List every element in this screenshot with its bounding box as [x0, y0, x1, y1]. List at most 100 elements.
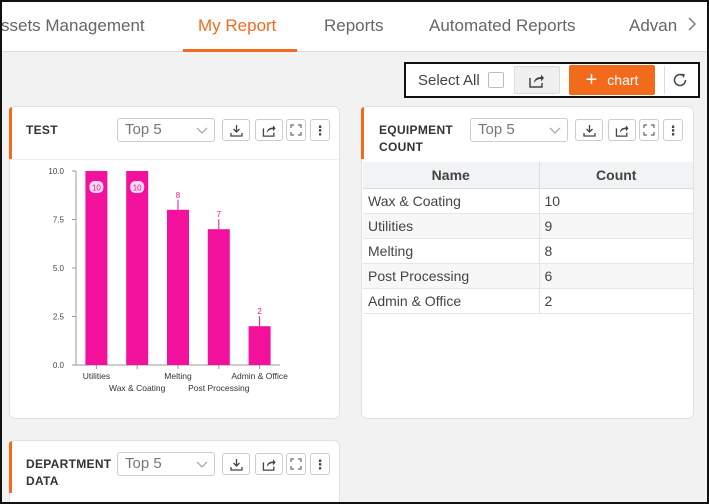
data-label-badge — [89, 181, 104, 193]
top-n-select-value: Top 5 — [478, 121, 515, 138]
expand-button[interactable] — [639, 119, 659, 141]
card-title-line-2: COUNT — [379, 140, 424, 154]
table-cell-name: Wax & Coating — [363, 188, 540, 214]
x-tick-label: Admin & Office — [231, 371, 288, 381]
expand-icon — [290, 124, 302, 136]
expand-icon — [643, 124, 655, 136]
tab-automated-reports[interactable]: Automated Reports — [429, 16, 576, 35]
data-label: 10 — [133, 184, 142, 193]
table-cell-count: 2 — [539, 288, 693, 314]
card-header-divider — [10, 159, 339, 160]
more-options-button[interactable]: ⋮ — [310, 119, 330, 141]
data-label: 8 — [176, 191, 181, 200]
y-tick-label: 7.5 — [53, 216, 65, 225]
table-cell-name: Admin & Office — [363, 288, 540, 314]
chart-bar — [207, 229, 230, 365]
card-title-line-1: EQUIPMENT — [379, 123, 454, 137]
column-header-count[interactable]: Count — [539, 162, 693, 189]
tab-reports[interactable]: Reports — [324, 16, 384, 35]
card-accent-bar — [361, 107, 364, 159]
top-n-select[interactable]: Top 5 — [117, 452, 215, 476]
table-cell-name: Post Processing — [363, 263, 540, 289]
add-chart-label: chart — [607, 72, 639, 88]
expand-button[interactable] — [286, 119, 306, 141]
add-chart-button[interactable]: + chart — [569, 65, 655, 95]
expand-icon — [290, 458, 302, 470]
expand-button[interactable] — [286, 453, 306, 475]
top-n-select[interactable]: Top 5 — [117, 118, 215, 142]
data-label: 10 — [92, 184, 101, 193]
card-title-line-2: DATA — [26, 474, 59, 488]
chart-card-test: TEST Top 5 ⋮ 0.0 2.5 5.0 7.5 10.0 10 Utilities… — [9, 106, 340, 419]
column-header-name[interactable]: Name — [363, 162, 540, 189]
x-tick-label: Wax & Coating — [109, 383, 166, 393]
top-n-select-value: Top 5 — [125, 455, 162, 472]
chevron-down-icon — [549, 127, 561, 134]
y-tick-label: 10.0 — [48, 167, 64, 176]
table-row[interactable]: Post Processing 6 — [363, 263, 693, 289]
table-cell-name: Utilities — [363, 213, 540, 239]
share-button[interactable] — [514, 66, 560, 94]
download-button[interactable] — [222, 119, 250, 141]
more-icon: ⋮ — [313, 122, 327, 138]
tab-advanced[interactable]: Advan — [629, 16, 678, 35]
table-card-equipment-count: EQUIPMENT COUNT Top 5 ⋮ Name Count — [361, 106, 694, 419]
share-button[interactable] — [608, 119, 636, 141]
table-header-row: Name Count — [363, 162, 693, 189]
chart-bar — [85, 171, 108, 365]
select-all-label: Select All — [418, 72, 480, 89]
plus-icon: + — [585, 69, 598, 91]
share-icon — [262, 124, 276, 137]
table-row[interactable]: Admin & Office 2 — [363, 288, 693, 314]
x-tick-label: Post Processing — [188, 383, 250, 393]
equipment-count-table: Name Count Wax & Coating 10 Utilities 9 … — [363, 162, 693, 314]
download-icon — [229, 458, 243, 471]
data-label: 7 — [217, 210, 222, 219]
download-icon — [229, 124, 243, 137]
share-icon — [529, 74, 544, 88]
table-cell-count: 8 — [539, 238, 693, 264]
chart-bar — [126, 171, 149, 365]
y-tick-label: 0.0 — [53, 361, 65, 370]
bar-chart: 0.0 2.5 5.0 7.5 10.0 10 Utilities 10 Wax & Coati… — [48, 167, 288, 393]
card-title: TEST — [26, 123, 58, 137]
tab-my-report[interactable]: My Report — [198, 16, 277, 35]
download-icon — [582, 124, 596, 137]
refresh-icon — [673, 73, 686, 87]
data-label-badge — [130, 181, 145, 193]
chevron-down-icon — [196, 461, 208, 468]
table-cell-count: 6 — [539, 263, 693, 289]
report-toolbar: Select All + chart — [404, 62, 700, 98]
active-tab-indicator — [183, 49, 297, 52]
card-accent-bar — [9, 107, 12, 159]
download-button[interactable] — [575, 119, 603, 141]
more-icon: ⋮ — [313, 456, 327, 472]
x-tick-label: Melting — [164, 371, 192, 381]
more-options-button[interactable]: ⋮ — [310, 453, 330, 475]
share-icon — [615, 124, 629, 137]
refresh-button[interactable] — [664, 66, 694, 94]
share-button[interactable] — [255, 453, 283, 475]
chart-card-department-data: DEPARTMENT DATA Top 5 ⋮ — [9, 440, 340, 502]
table-cell-count: 9 — [539, 213, 693, 239]
tab-assets-management[interactable]: ssets Management — [1, 16, 145, 35]
table-row[interactable]: Wax & Coating 10 — [363, 188, 693, 214]
share-icon — [262, 458, 276, 471]
chevron-down-icon — [196, 127, 208, 134]
select-all-checkbox[interactable] — [488, 72, 504, 88]
download-button[interactable] — [222, 453, 250, 475]
table-row[interactable]: Melting 8 — [363, 238, 693, 264]
table-cell-count: 10 — [539, 188, 693, 214]
more-options-button[interactable]: ⋮ — [663, 119, 683, 141]
table-row[interactable]: Utilities 9 — [363, 213, 693, 239]
chevron-right-icon[interactable] — [687, 17, 697, 36]
chart-bar — [167, 209, 189, 365]
report-tabs: ssets Management My Report Reports Autom… — [2, 2, 707, 52]
share-button[interactable] — [255, 119, 283, 141]
top-n-select-value: Top 5 — [125, 121, 162, 138]
table-cell-name: Melting — [363, 238, 540, 264]
top-n-select[interactable]: Top 5 — [470, 118, 568, 142]
chart-bar — [248, 326, 271, 365]
y-tick-label: 2.5 — [53, 313, 65, 322]
